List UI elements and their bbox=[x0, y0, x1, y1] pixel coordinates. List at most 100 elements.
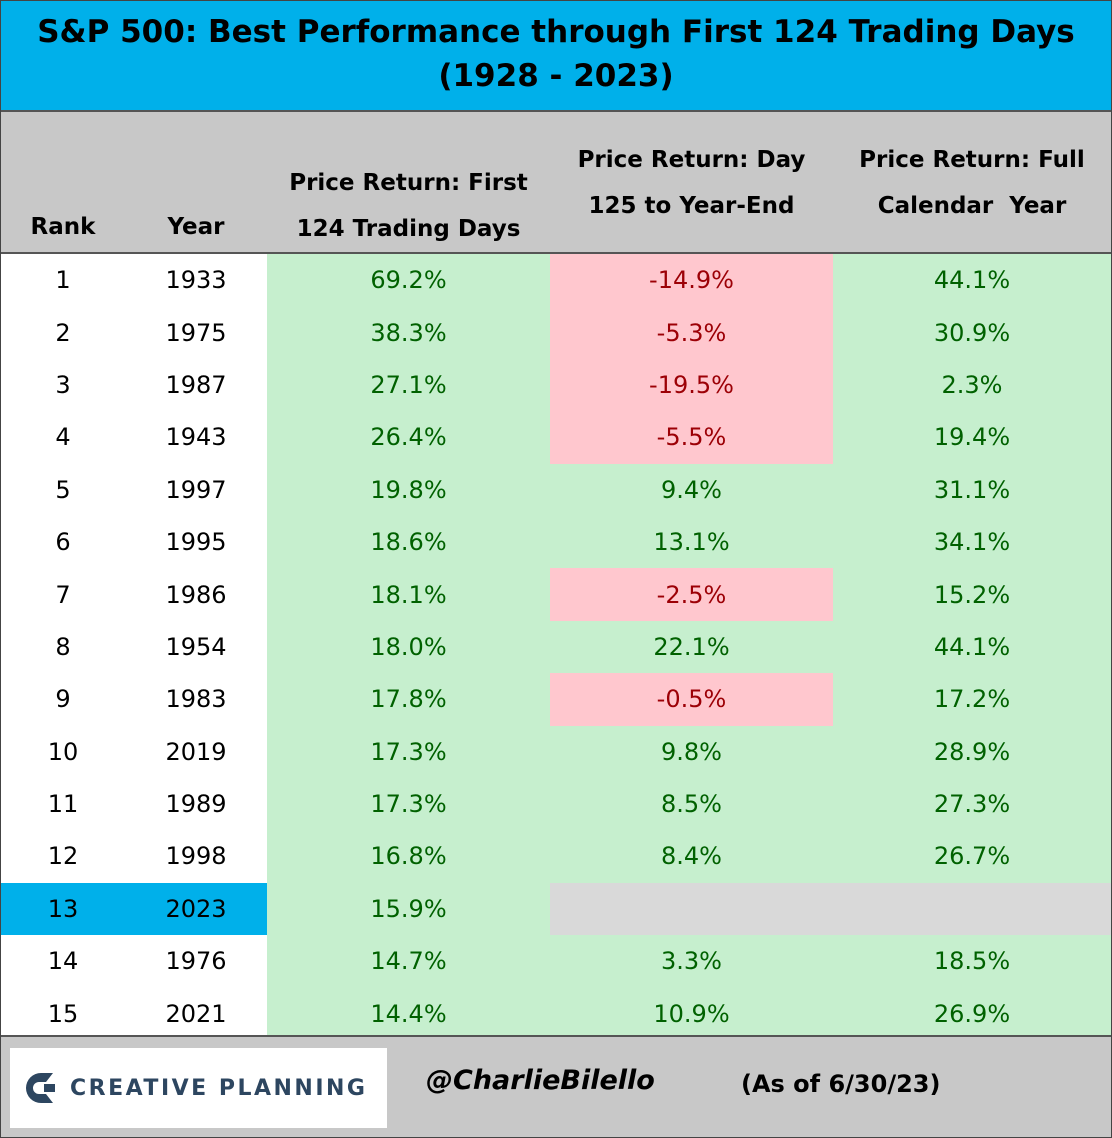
day-125-to-year-end-cell: 8.5% bbox=[550, 777, 833, 831]
day-125-to-year-end-cell: 9.4% bbox=[550, 463, 833, 516]
year-cell: 1943 bbox=[165, 423, 227, 452]
table-row: 15 2021 14.4% 10.9% 26.9% bbox=[1, 987, 1111, 1040]
table-row: 8 1954 18.0% 22.1% 44.1% bbox=[1, 620, 1111, 674]
year-cell: 2021 bbox=[165, 999, 227, 1028]
full-year-cell: 28.9% bbox=[833, 725, 1111, 778]
day-125-to-year-end-cell: -19.5% bbox=[550, 358, 833, 412]
rank-cell: 7 bbox=[55, 580, 71, 609]
table-row: 3 1987 27.1% -19.5% 2.3% bbox=[1, 358, 1111, 412]
full-year-cell: 31.1% bbox=[833, 463, 1111, 516]
full-year-cell: 27.3% bbox=[833, 777, 1111, 831]
year-cell: 1975 bbox=[165, 318, 227, 347]
rank-cell: 3 bbox=[55, 370, 71, 399]
full-year-cell: 26.9% bbox=[833, 987, 1111, 1040]
day-125-to-year-end-cell: 8.4% bbox=[550, 830, 833, 883]
title-line-1: S&P 500: Best Performance through First … bbox=[37, 14, 1075, 50]
full-year-cell: 26.7% bbox=[833, 830, 1111, 883]
rank-cell: 2 bbox=[55, 318, 71, 347]
creative-planning-logo: CREATIVE PLANNING bbox=[10, 1048, 387, 1128]
day-125-to-year-end-cell: -5.5% bbox=[550, 411, 833, 464]
table-row: 13 2023 15.9% bbox=[1, 882, 1111, 936]
year-cell: 1954 bbox=[165, 632, 227, 661]
first-124-days-cell: 69.2% bbox=[267, 254, 550, 307]
day-125-to-year-end-cell: 10.9% bbox=[550, 987, 833, 1040]
rank-cell: 6 bbox=[55, 528, 71, 557]
table-row: 10 2019 17.3% 9.8% 28.9% bbox=[1, 725, 1111, 778]
table-row: 6 1995 18.6% 13.1% 34.1% bbox=[1, 515, 1111, 569]
year-cell: 1998 bbox=[165, 842, 227, 871]
year-cell: 1997 bbox=[165, 475, 227, 504]
author-handle: @CharlieBilello bbox=[426, 1065, 655, 1096]
rank-cell: 12 bbox=[47, 842, 79, 871]
column-header-row: Rank Year Price Return: First 124 Tradin… bbox=[1, 112, 1111, 254]
first-124-days-cell: 14.7% bbox=[267, 935, 550, 988]
day-125-to-year-end-cell: 9.8% bbox=[550, 725, 833, 778]
logo-text: CREATIVE PLANNING bbox=[70, 1075, 368, 1101]
year-cell: 2023 bbox=[125, 882, 267, 936]
year-cell: 1986 bbox=[165, 580, 227, 609]
day-125-to-year-end-cell: -14.9% bbox=[550, 254, 833, 307]
rank-cell: 10 bbox=[47, 737, 79, 766]
day-125-to-year-end-cell: 13.1% bbox=[550, 515, 833, 569]
year-cell: 1933 bbox=[165, 266, 227, 295]
first-124-days-cell: 27.1% bbox=[267, 358, 550, 412]
first-124-days-cell: 16.8% bbox=[267, 830, 550, 883]
year-cell: 1995 bbox=[165, 528, 227, 557]
year-cell: 1989 bbox=[165, 790, 227, 819]
day-125-to-year-end-cell: 22.1% bbox=[550, 620, 833, 674]
header-full-calendar-year: Price Return: Full Calendar Year bbox=[859, 147, 1085, 219]
table-row: 14 1976 14.7% 3.3% 18.5% bbox=[1, 935, 1111, 988]
full-year-cell: 18.5% bbox=[833, 935, 1111, 988]
first-124-days-cell: 17.3% bbox=[267, 777, 550, 831]
header-day-125-to-year-end: Price Return: Day 125 to Year-End bbox=[577, 147, 806, 219]
full-year-cell: 15.2% bbox=[833, 568, 1111, 621]
full-year-cell: 17.2% bbox=[833, 673, 1111, 726]
year-cell: 1987 bbox=[165, 370, 227, 399]
full-year-cell: 44.1% bbox=[833, 620, 1111, 674]
year-cell: 1976 bbox=[165, 947, 227, 976]
first-124-days-cell: 18.1% bbox=[267, 568, 550, 621]
table-row: 2 1975 38.3% -5.3% 30.9% bbox=[1, 306, 1111, 359]
first-124-days-cell: 15.9% bbox=[267, 882, 550, 936]
table-row: 5 1997 19.8% 9.4% 31.1% bbox=[1, 463, 1111, 516]
full-year-cell bbox=[833, 882, 1111, 936]
full-year-cell: 30.9% bbox=[833, 306, 1111, 359]
footer: CREATIVE PLANNING @CharlieBilello (As of… bbox=[1, 1035, 1111, 1137]
first-124-days-cell: 17.8% bbox=[267, 673, 550, 726]
table-row: 12 1998 16.8% 8.4% 26.7% bbox=[1, 830, 1111, 883]
year-cell: 2019 bbox=[165, 737, 227, 766]
header-year: Year bbox=[167, 214, 225, 240]
title-line-2: (1928 - 2023) bbox=[438, 58, 674, 94]
rank-cell: 8 bbox=[55, 632, 71, 661]
rank-cell: 13 bbox=[1, 882, 125, 936]
table-row: 7 1986 18.1% -2.5% 15.2% bbox=[1, 568, 1111, 621]
first-124-days-cell: 14.4% bbox=[267, 987, 550, 1040]
table-row: 1 1933 69.2% -14.9% 44.1% bbox=[1, 254, 1111, 307]
table-row: 4 1943 26.4% -5.5% 19.4% bbox=[1, 411, 1111, 464]
rank-cell: 5 bbox=[55, 475, 71, 504]
rank-cell: 9 bbox=[55, 685, 71, 714]
table-row: 11 1989 17.3% 8.5% 27.3% bbox=[1, 777, 1111, 831]
full-year-cell: 34.1% bbox=[833, 515, 1111, 569]
rank-cell: 4 bbox=[55, 423, 71, 452]
first-124-days-cell: 18.0% bbox=[267, 620, 550, 674]
first-124-days-cell: 38.3% bbox=[267, 306, 550, 359]
rank-cell: 1 bbox=[55, 266, 71, 295]
first-124-days-cell: 19.8% bbox=[267, 463, 550, 516]
day-125-to-year-end-cell: -5.3% bbox=[550, 306, 833, 359]
day-125-to-year-end-cell bbox=[550, 882, 833, 936]
header-first-124-days: Price Return: First 124 Trading Days bbox=[289, 170, 528, 242]
rank-cell: 15 bbox=[47, 999, 79, 1028]
first-124-days-cell: 18.6% bbox=[267, 515, 550, 569]
day-125-to-year-end-cell: 3.3% bbox=[550, 935, 833, 988]
full-year-cell: 2.3% bbox=[833, 358, 1111, 412]
first-124-days-cell: 17.3% bbox=[267, 725, 550, 778]
creative-planning-logo-icon bbox=[26, 1073, 55, 1103]
year-cell: 1983 bbox=[165, 685, 227, 714]
day-125-to-year-end-cell: -2.5% bbox=[550, 568, 833, 621]
rank-cell: 14 bbox=[47, 947, 79, 976]
day-125-to-year-end-cell: -0.5% bbox=[550, 673, 833, 726]
first-124-days-cell: 26.4% bbox=[267, 411, 550, 464]
table-title: S&P 500: Best Performance through First … bbox=[1, 1, 1111, 112]
